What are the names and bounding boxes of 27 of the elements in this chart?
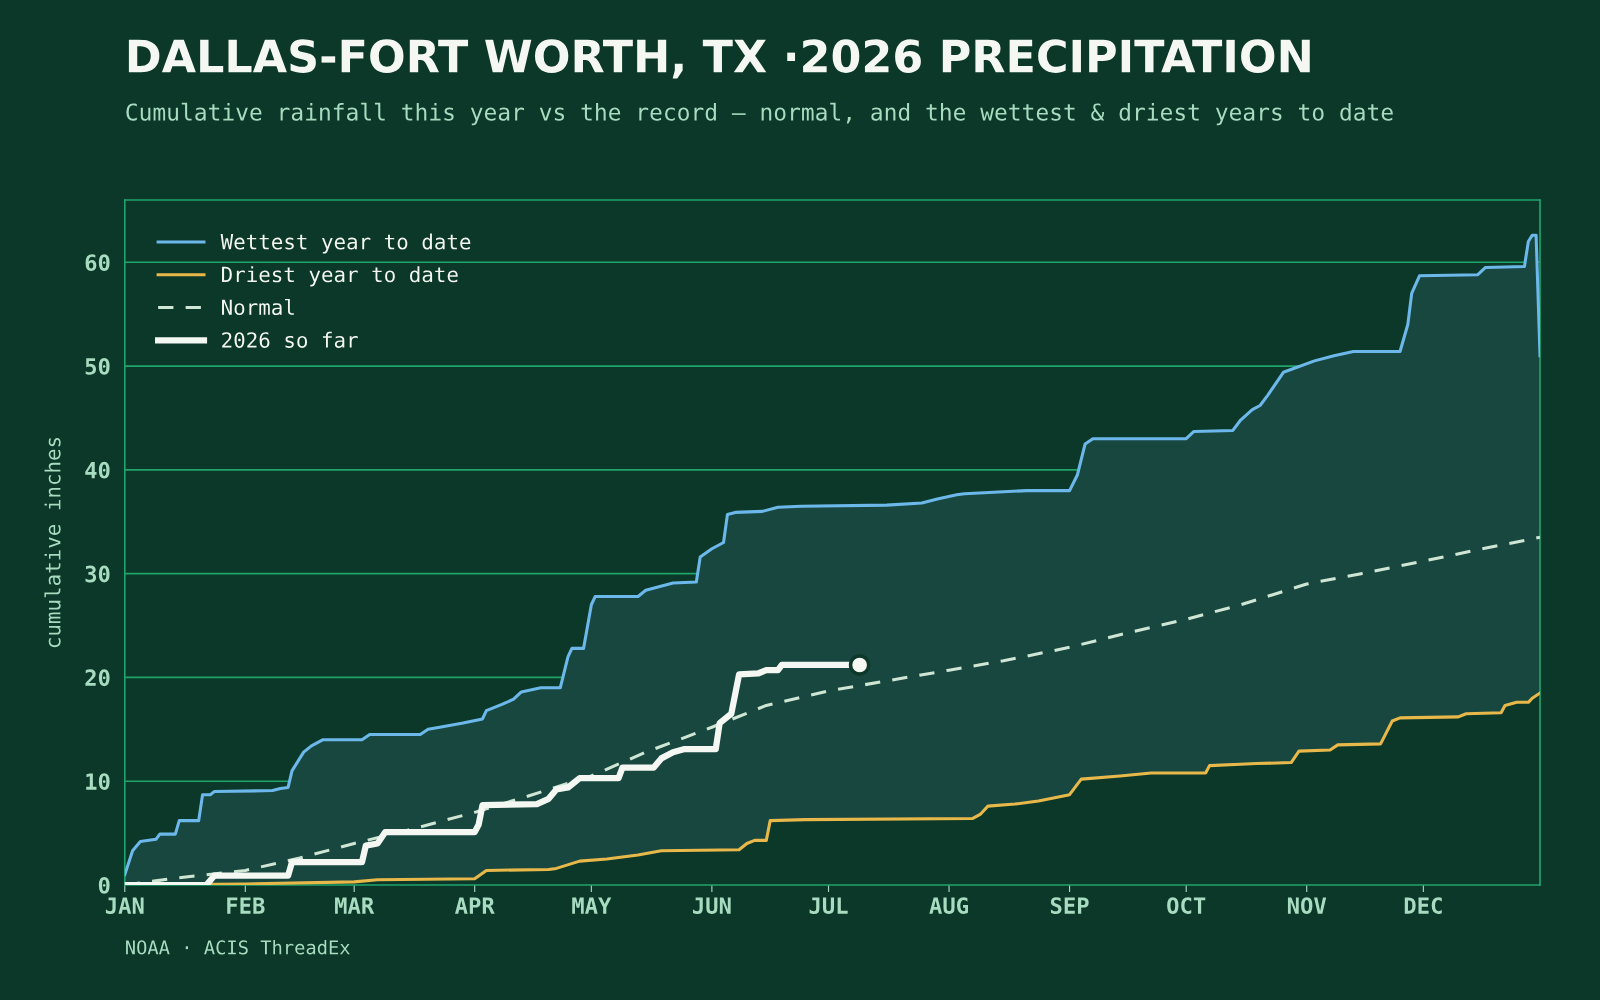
y-tick-label: 10 [86, 773, 110, 790]
x-tick-label: OCT [1167, 897, 1206, 915]
x-tick-label: JUN [692, 897, 731, 915]
x-tick-label: JAN [105, 897, 144, 915]
legend-label: 2026 so far [222, 331, 358, 348]
legend-label: Normal [222, 298, 294, 316]
x-tick-label: AUG [929, 897, 968, 915]
text: NOAA · ACIS ThreadEx [126, 939, 350, 955]
x-tick-label: FEB [227, 897, 265, 914]
x-tick-label: SEP [1050, 897, 1089, 915]
y-tick-label: 50 [85, 358, 110, 375]
y-axis-title: cumulative inches [44, 437, 61, 648]
legend-label: Driest year to date [222, 266, 458, 287]
x-tick-label: JUL [809, 897, 848, 915]
x-tick-label: DEC [1404, 897, 1442, 915]
x-tick-label: MAR [335, 897, 375, 914]
x-tick-label: APR [455, 897, 495, 914]
chart-title: DALLAS-FORT WORTH, TX ·2026 PRECIPITATION [128, 39, 1310, 79]
x-tick-label: MAY [572, 897, 612, 914]
y-tick-label: 60 [85, 254, 110, 272]
y-tick-label: 20 [85, 669, 110, 687]
legend-label: Wettest year to date [220, 233, 471, 254]
x-tick-label: NOV [1287, 897, 1327, 915]
y-tick-label: 40 [85, 461, 110, 479]
chart-subtitle: Cumulative rainfall this year vs the record — normal, and the wettest & driest years to date [126, 102, 1393, 126]
y-tick-label: 0 [98, 876, 110, 894]
y-tick-label: 30 [85, 565, 110, 583]
